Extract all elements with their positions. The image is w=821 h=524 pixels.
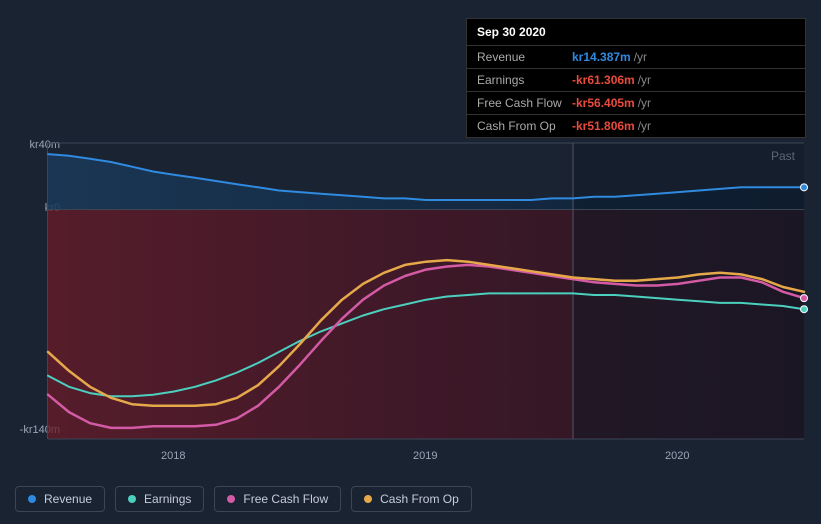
- tooltip-row-label: Free Cash Flow: [477, 96, 572, 110]
- tooltip-row-label: Earnings: [477, 73, 572, 87]
- tooltip-date: Sep 30 2020: [467, 19, 805, 46]
- legend-label: Free Cash Flow: [243, 492, 328, 506]
- tooltip-row-value: kr14.387m: [572, 50, 631, 64]
- legend: Revenue Earnings Free Cash Flow Cash From O…: [15, 486, 472, 512]
- series-end-marker: [801, 295, 808, 302]
- legend-label: Revenue: [44, 492, 92, 506]
- legend-dot-icon: [128, 495, 136, 503]
- legend-dot-icon: [364, 495, 372, 503]
- legend-label: Cash From Op: [380, 492, 459, 506]
- tooltip-row-label: Revenue: [477, 50, 572, 64]
- legend-item-revenue[interactable]: Revenue: [15, 486, 105, 512]
- legend-item-earnings[interactable]: Earnings: [115, 486, 204, 512]
- tooltip-panel: Sep 30 2020 Revenuekr14.387m/yrEarnings-…: [466, 18, 806, 138]
- legend-dot-icon: [227, 495, 235, 503]
- series-end-marker: [801, 306, 808, 313]
- x-axis-label: 2019: [413, 450, 437, 462]
- tooltip-row: Cash From Op-kr51.806m/yr: [467, 115, 805, 137]
- plot-svg: [48, 143, 804, 439]
- tooltip-row: Free Cash Flow-kr56.405m/yr: [467, 92, 805, 115]
- tooltip-row-suffix: /yr: [638, 96, 651, 110]
- tooltip-row-label: Cash From Op: [477, 119, 572, 133]
- tooltip-row-value: -kr56.405m: [572, 96, 635, 110]
- tooltip-row-suffix: /yr: [638, 119, 651, 133]
- tooltip-row-suffix: /yr: [634, 50, 647, 64]
- financials-chart: kr40mkr0-kr140m 201820192020 Past: [15, 125, 805, 465]
- legend-dot-icon: [28, 495, 36, 503]
- series-end-marker: [801, 184, 808, 191]
- legend-item-free-cash-flow[interactable]: Free Cash Flow: [214, 486, 341, 512]
- tooltip-row: Earnings-kr61.306m/yr: [467, 69, 805, 92]
- x-axis-label: 2020: [665, 450, 689, 462]
- x-axis-label: 2018: [161, 450, 185, 462]
- tooltip-row: Revenuekr14.387m/yr: [467, 46, 805, 69]
- legend-item-cash-from-op[interactable]: Cash From Op: [351, 486, 472, 512]
- plot-area[interactable]: [47, 143, 803, 439]
- legend-label: Earnings: [144, 492, 191, 506]
- tooltip-row-suffix: /yr: [638, 73, 651, 87]
- tooltip-row-value: -kr61.306m: [572, 73, 635, 87]
- tooltip-row-value: -kr51.806m: [572, 119, 635, 133]
